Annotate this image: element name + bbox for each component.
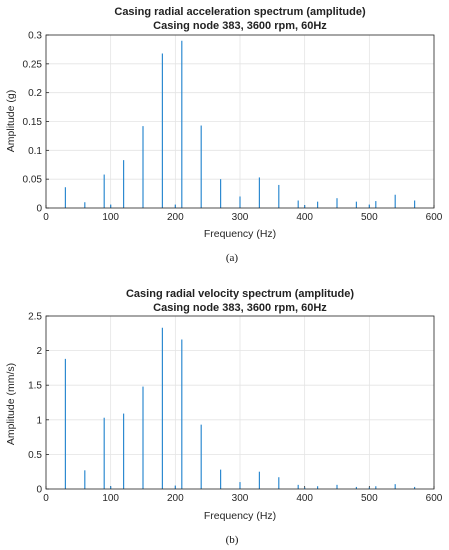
chart-a-ytick-label: 0.05 xyxy=(23,175,43,186)
chart-a-xlabel: Frequency (Hz) xyxy=(204,228,276,240)
chart-b-xtick-label: 400 xyxy=(296,493,313,504)
chart-b-ytick-label: 2.5 xyxy=(28,312,42,323)
chart-b-xtick-label: 300 xyxy=(232,493,249,504)
chart-b-ylabel: Amplitude (mm/s) xyxy=(5,363,17,445)
chart-b-frame xyxy=(45,315,435,490)
chart-b-caption: (b) xyxy=(226,534,239,546)
chart-a-title: Casing radial acceleration spectrum (amp… xyxy=(114,6,366,18)
chart-b-xlabel: Frequency (Hz) xyxy=(204,510,276,522)
chart-a-xtick-label: 200 xyxy=(167,212,184,223)
chart-a-ytick-label: 0.1 xyxy=(28,146,42,157)
chart-a-subtitle: Casing node 383, 3600 rpm, 60Hz xyxy=(153,20,327,32)
chart-a-ytick-label: 0 xyxy=(36,204,42,215)
chart-a-plot-area: 0 100 200 300 400 500 600 0 0.05 0.1 0.15 0.2 0.25 0.… xyxy=(23,31,443,224)
chart-a-xtick-label: 300 xyxy=(232,212,249,223)
chart-a-ylabel: Amplitude (g) xyxy=(5,90,17,152)
chart-b-subtitle: Casing node 383, 3600 rpm, 60Hz xyxy=(153,302,327,314)
chart-b-ytick-label: 2 xyxy=(36,346,42,357)
chart-a-ytick-label: 0.15 xyxy=(23,117,43,128)
chart-b-title: Casing radial velocity spectrum (amplitu… xyxy=(126,288,354,300)
chart-b-xtick-label: 200 xyxy=(167,493,184,504)
chart-panel-b: Casing radial velocity spectrum (amplitu… xyxy=(5,288,443,546)
chart-a-ytick-label: 0.2 xyxy=(28,88,42,99)
chart-a-xtick-label: 0 xyxy=(43,212,49,223)
chart-b-ytick-label: 0 xyxy=(36,485,42,496)
chart-a-xtick-label: 500 xyxy=(361,212,378,223)
chart-b-ytick-label: 1 xyxy=(36,415,42,426)
chart-a-xtick-label: 400 xyxy=(296,212,313,223)
chart-a-xtick-label: 600 xyxy=(426,212,443,223)
chart-a-ytick-label: 0.25 xyxy=(23,59,43,70)
chart-b-xtick-label: 0 xyxy=(43,493,49,504)
chart-b-xtick-label: 500 xyxy=(361,493,378,504)
chart-b-plot-area: 0 100 200 300 400 500 600 0 0.5 1 1.5 2 2.5 xyxy=(28,312,443,505)
chart-panel-a: Casing radial acceleration spectrum (amp… xyxy=(5,6,443,264)
chart-a-caption: (a) xyxy=(226,252,239,264)
chart-a-xtick-label: 100 xyxy=(102,212,119,223)
chart-a-frame xyxy=(45,34,435,209)
chart-b-xtick-label: 100 xyxy=(102,493,119,504)
chart-b-ytick-label: 1.5 xyxy=(28,381,42,392)
chart-b-ytick-label: 0.5 xyxy=(28,450,42,461)
chart-a-ytick-label: 0.3 xyxy=(28,31,42,42)
chart-b-xtick-label: 600 xyxy=(426,493,443,504)
